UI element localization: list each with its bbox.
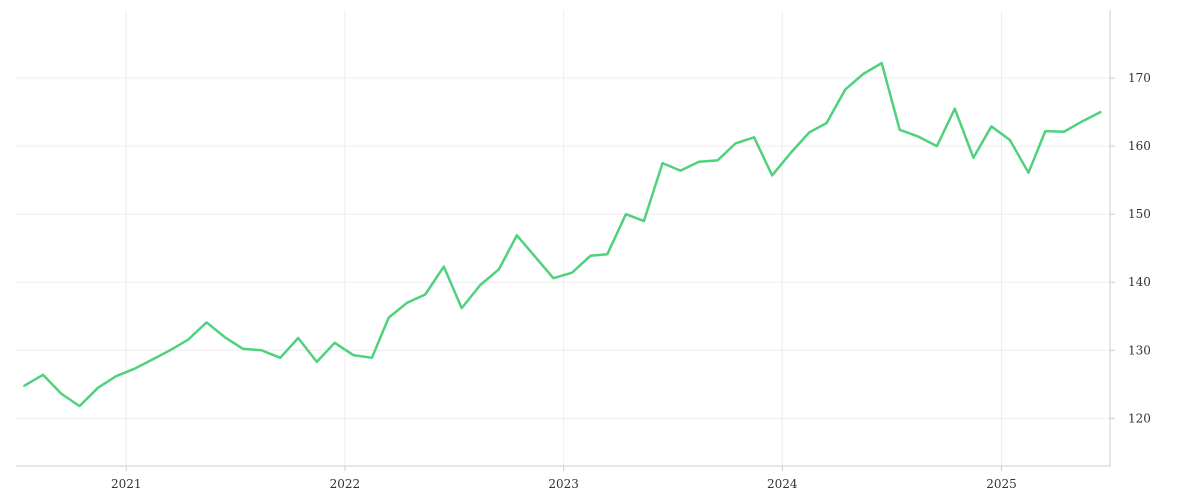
y-tick-label: 160 (1128, 139, 1151, 153)
axes (16, 10, 1115, 471)
vertical-gridlines (125, 10, 1003, 466)
x-tick-label: 2023 (548, 477, 579, 491)
series-line-0 (23, 61, 1102, 408)
x-tick-label: 2024 (767, 477, 798, 491)
y-tick-label: 130 (1128, 343, 1151, 357)
y-tick-label: 140 (1128, 275, 1151, 289)
y-tick-label: 170 (1128, 71, 1151, 85)
y-tick-label: 150 (1128, 207, 1151, 221)
x-tick-label: 2021 (111, 477, 142, 491)
horizontal-gridlines (16, 77, 1110, 419)
x-tick-label: 2022 (330, 477, 361, 491)
series-layer (23, 61, 1102, 408)
x-tick-labels: 2021 2022 2023 2024 2025 (111, 477, 1017, 491)
y-tick-labels: 120 130 140 150 160 170 (1128, 71, 1151, 425)
y-tick-label: 120 (1128, 411, 1151, 425)
x-tick-label: 2025 (986, 477, 1017, 491)
